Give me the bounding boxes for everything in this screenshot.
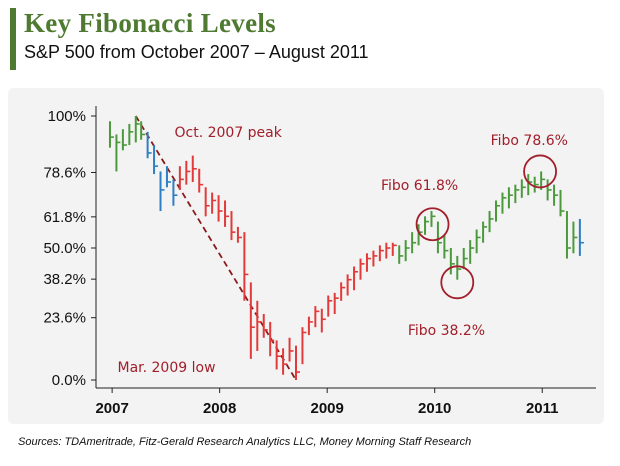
y-tick-label: 0.0%: [52, 372, 86, 389]
y-tick-label: 23.6%: [43, 310, 86, 327]
source-note: Sources: TDAmeritrade, Fitz-Gerald Resea…: [18, 436, 472, 448]
y-tick-label: 50.0%: [43, 240, 86, 257]
x-tick-label: 2007: [95, 400, 128, 417]
annotation-label: Fibo 38.2%: [408, 323, 485, 339]
x-tick-label: 2008: [203, 400, 236, 417]
x-tick-label: 2010: [418, 400, 451, 417]
annotation-label: Oct. 2007 peak: [174, 125, 282, 141]
fibonacci-touch-circle: [415, 207, 450, 242]
y-tick-label: 61.8%: [43, 209, 86, 226]
chart-title: Key Fibonacci Levels: [24, 8, 276, 38]
x-tick-label: 2009: [310, 400, 343, 417]
chart-panel: [8, 88, 604, 424]
fibonacci-touch-circle: [440, 265, 475, 300]
x-tick-label: 2011: [526, 400, 559, 417]
chart-subtitle: S&P 500 from October 2007 – August 2011: [24, 42, 369, 62]
annotation-label: Fibo 78.6%: [491, 133, 568, 149]
fibonacci-touch-circle: [523, 154, 557, 189]
y-tick-label: 38.2%: [43, 271, 86, 288]
annotation-label: Mar. 2009 low: [118, 360, 216, 376]
title-block: Key Fibonacci Levels S&P 500 from Octobe…: [10, 8, 369, 70]
y-tick-label: 100%: [48, 108, 86, 125]
peak-to-low-trendline: [135, 115, 297, 381]
annotation-label: Fibo 61.8%: [381, 178, 458, 194]
y-tick-label: 78.6%: [43, 164, 86, 181]
